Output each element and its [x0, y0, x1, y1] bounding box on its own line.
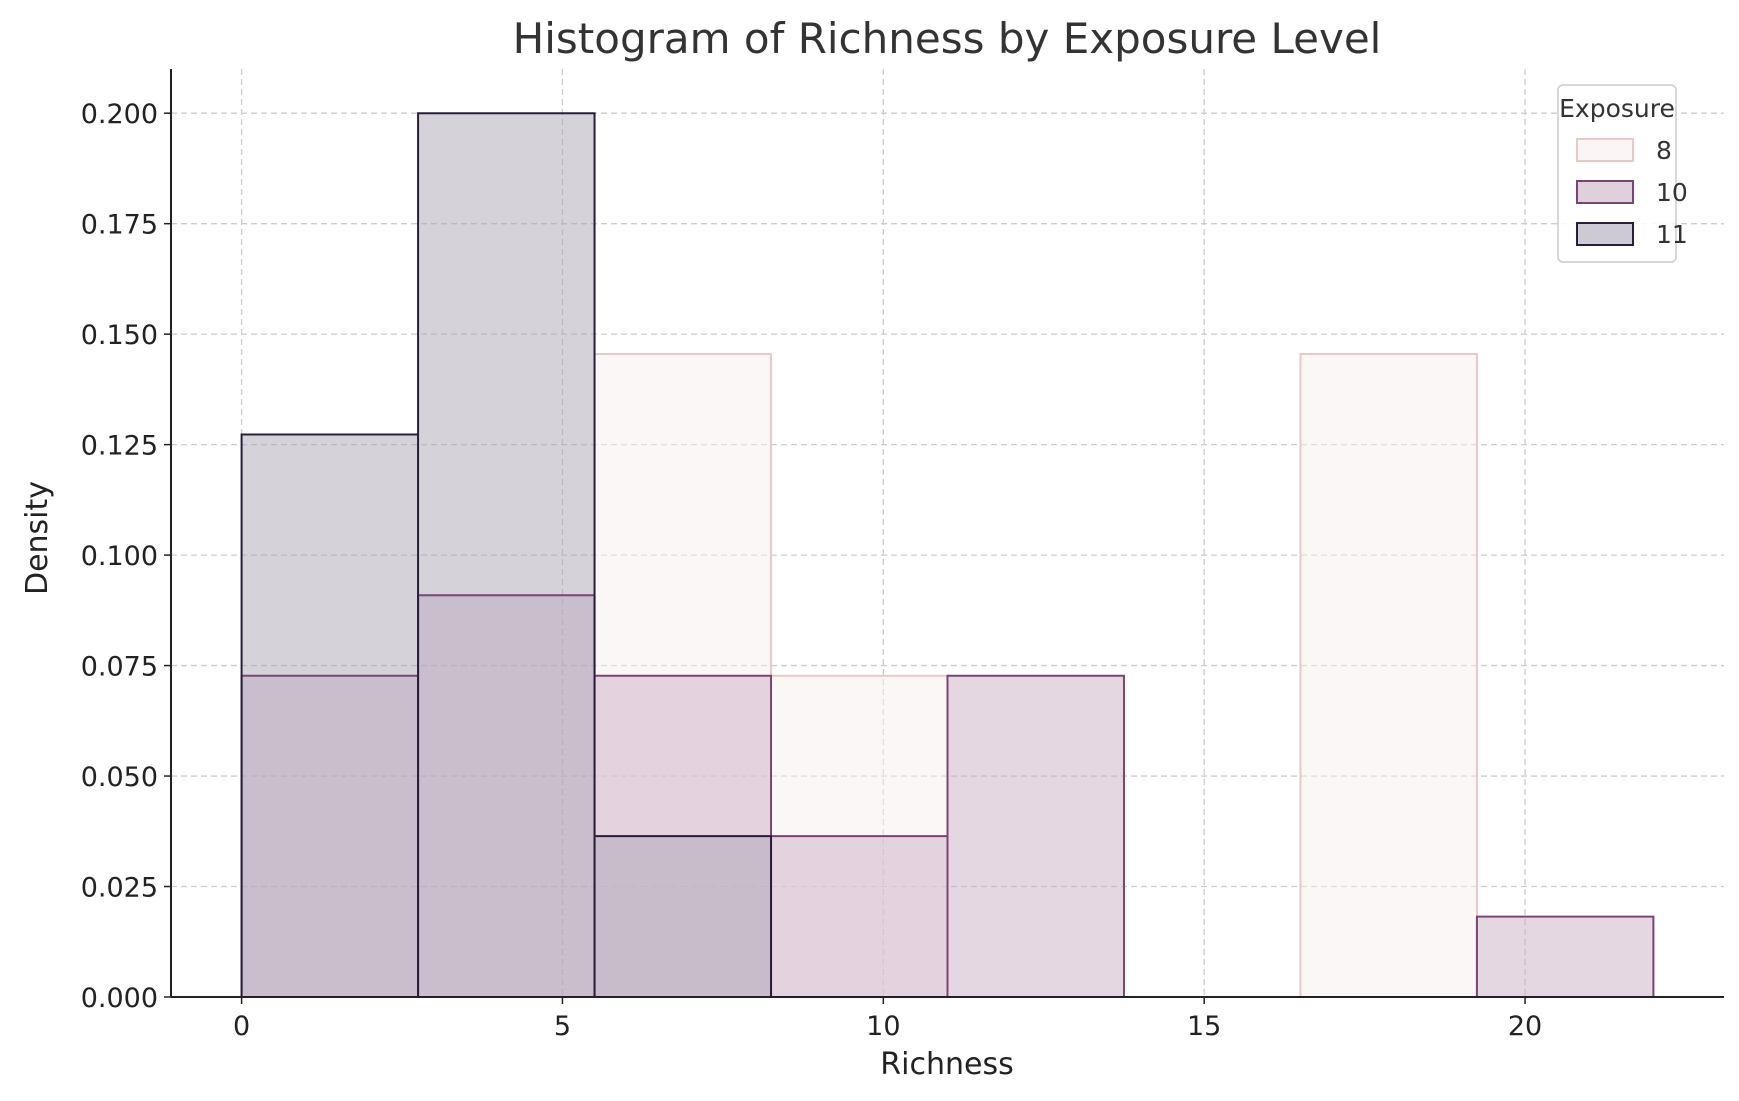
- legend-entries: 8 10 11: [1576, 136, 1688, 249]
- histogram-bar-exposure-11: [241, 434, 419, 998]
- legend-label-exposure-8: 8: [1656, 136, 1672, 165]
- y-tick-label: 0.000: [81, 983, 158, 1014]
- legend-label-exposure-11: 11: [1656, 220, 1688, 249]
- y-axis-label: Density: [20, 481, 55, 595]
- y-tick-label: 0.125: [81, 431, 158, 462]
- y-tick-label: 0.175: [81, 210, 158, 241]
- x-tick-label: 10: [866, 1011, 900, 1042]
- legend: Exposure 8 10 11: [1557, 84, 1688, 263]
- legend-title: Exposure: [1559, 94, 1675, 123]
- y-tick-label: 0.025: [81, 873, 158, 904]
- histogram-bar-exposure-8: [1300, 354, 1477, 997]
- legend-swatch-exposure-10: [1576, 180, 1634, 204]
- legend-swatch-exposure-8: [1576, 138, 1634, 162]
- x-tick-label: 20: [1508, 1011, 1542, 1042]
- y-tick-label: 0.050: [81, 762, 158, 793]
- y-tick-label: 0.200: [81, 99, 158, 130]
- ticks-layer: 0 5 10 15 20 0.000 0.025 0.050 0.075 0.100 0.125 0.…: [81, 99, 1543, 1042]
- legend-frame: [1557, 84, 1677, 263]
- x-tick-label: 15: [1187, 1011, 1221, 1042]
- y-tick-label: 0.075: [81, 652, 158, 683]
- y-tick-label: 0.100: [81, 541, 158, 572]
- x-tick-label: 0: [233, 1011, 250, 1042]
- histogram-bar-exposure-10: [947, 675, 1124, 997]
- histogram-bar-exposure-11: [418, 113, 595, 997]
- histogram-bar-exposure-10: [1476, 916, 1654, 997]
- bars-layer: [240, 112, 1655, 998]
- histogram-bar-exposure-10: [771, 836, 948, 997]
- x-axis-label: Richness: [880, 1047, 1013, 1082]
- histogram-outline-exposure-11: [240, 112, 773, 997]
- chart-title: Histogram of Richness by Exposure Level: [513, 14, 1382, 63]
- x-tick-label: 5: [554, 1011, 571, 1042]
- legend-swatch-exposure-11: [1576, 222, 1634, 246]
- legend-label-exposure-10: 10: [1656, 178, 1688, 207]
- histogram-outline-exposure-10: [240, 594, 1655, 997]
- y-tick-label: 0.150: [81, 320, 158, 351]
- histogram-bar-exposure-11: [594, 836, 772, 997]
